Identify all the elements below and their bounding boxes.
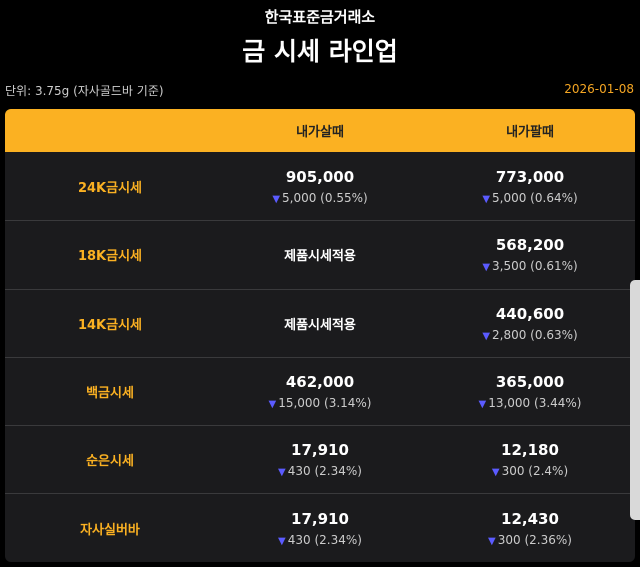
page-title: 금 시세 라인업 — [242, 37, 398, 66]
sell-cell: 365,000 ▼ 13,000 (3.44%) — [425, 373, 635, 410]
price-change: 430 (2.34%) — [287, 464, 362, 479]
price-value: 12,180 — [501, 441, 559, 460]
price-value: 905,000 — [285, 167, 355, 186]
unit-note: 단위: 3.75g (자사골드바 기준) — [5, 84, 164, 98]
down-triangle-icon: ▼ — [482, 330, 491, 342]
column-header-sell: 내가팔때 — [506, 125, 554, 140]
sell-cell: 773,000 ▼ 5,000 (0.64%) — [425, 168, 635, 205]
down-triangle-icon: ▼ — [278, 467, 286, 479]
down-triangle-icon: ▼ — [478, 399, 487, 411]
down-triangle-icon: ▼ — [278, 535, 286, 547]
buy-cell: 462,000 ▼ 15,000 (3.14%) — [215, 373, 425, 410]
company-name: 한국표준금거래소 — [264, 8, 376, 26]
down-triangle-icon: ▼ — [482, 193, 491, 205]
table-row: 14K금시세 제품시세적용 440,600 ▼ 2,800 (0.63%) — [5, 288, 635, 357]
row-label: 순은시세 — [86, 454, 134, 470]
date-label: 2026-01-08 — [564, 82, 634, 96]
buy-cell: 제품시세적용 — [215, 314, 425, 333]
price-value: 440,600 — [495, 304, 565, 323]
table-row: 순은시세 17,910 ▼ 430 (2.34%) 12,180 ▼ 300 (2.4%) — [5, 425, 635, 493]
row-label: 자사실버바 — [80, 522, 140, 538]
price-value: 12,430 — [501, 509, 559, 528]
price-note: 제품시세적용 — [284, 249, 356, 265]
price-change: 2,800 (0.63%) — [492, 327, 578, 342]
price-value: 17,910 — [291, 441, 349, 460]
price-value: 365,000 — [495, 373, 565, 392]
table-row: 24K금시세 905,000 ▼ 5,000 (0.55%) 773,000 ▼ 5,000… — [5, 152, 635, 220]
price-change: 15,000 (3.14%) — [278, 396, 372, 411]
down-triangle-icon: ▼ — [491, 467, 500, 479]
buy-cell: 905,000 ▼ 5,000 (0.55%) — [215, 168, 425, 205]
sell-cell: 12,430 ▼ 300 (2.36%) — [425, 510, 635, 547]
sell-cell: 568,200 ▼ 3,500 (0.61%) — [425, 236, 635, 273]
sell-cell: 12,180 ▼ 300 (2.4%) — [425, 441, 635, 478]
scrollbar-thumb[interactable] — [630, 280, 640, 520]
column-header-buy: 내가살때 — [296, 125, 344, 140]
buy-cell: 17,910 ▼ 430 (2.34%) — [215, 441, 425, 478]
down-triangle-icon: ▼ — [488, 535, 496, 547]
row-label: 14K금시세 — [77, 317, 143, 333]
row-label: 백금시세 — [86, 386, 134, 402]
price-change: 5,000 (0.55%) — [282, 190, 368, 205]
buy-cell: 제품시세적용 — [215, 245, 425, 264]
price-value: 568,200 — [495, 236, 565, 255]
table-row: 18K금시세 제품시세적용 568,200 ▼ 3,500 (0.61%) — [5, 220, 635, 288]
price-change: 5,000 (0.64%) — [492, 190, 578, 205]
sell-cell: 440,600 ▼ 2,800 (0.63%) — [425, 305, 635, 342]
price-change: 430 (2.34%) — [287, 532, 362, 547]
row-label: 18K금시세 — [77, 249, 143, 265]
table-header: 내가살때 내가팔때 — [5, 109, 635, 152]
buy-cell: 17,910 ▼ 430 (2.34%) — [215, 510, 425, 547]
price-change: 3,500 (0.61%) — [492, 259, 578, 274]
price-table: 내가살때 내가팔때 24K금시세 905,000 ▼ 5,000 (0.55%) 773… — [5, 109, 635, 562]
price-change: 300 (2.36%) — [497, 532, 572, 547]
price-value: 17,910 — [291, 509, 349, 528]
table-row: 자사실버바 17,910 ▼ 430 (2.34%) 12,430 ▼ 300 (2.36%… — [5, 493, 635, 561]
down-triangle-icon: ▼ — [482, 262, 491, 274]
price-change: 13,000 (3.44%) — [488, 396, 582, 411]
price-note: 제품시세적용 — [284, 317, 356, 333]
down-triangle-icon: ▼ — [268, 399, 277, 411]
price-value: 773,000 — [495, 167, 565, 186]
table-row: 백금시세 462,000 ▼ 15,000 (3.14%) 365,000 ▼ 13,000… — [5, 356, 635, 425]
down-triangle-icon: ▼ — [272, 193, 281, 205]
price-value: 462,000 — [285, 373, 355, 392]
row-label: 24K금시세 — [77, 180, 143, 196]
price-change: 300 (2.4%) — [501, 464, 569, 479]
